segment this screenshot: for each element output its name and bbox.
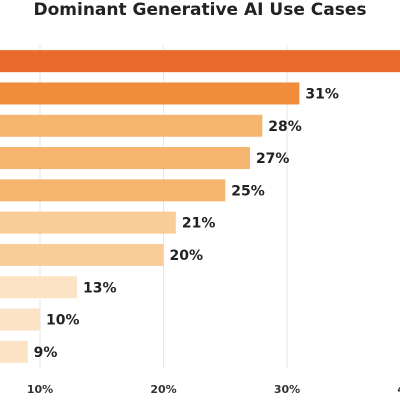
value-label: 21%: [182, 216, 216, 232]
bar: [0, 276, 78, 299]
value-label: 31%: [305, 86, 339, 102]
bar: [0, 147, 250, 170]
x-tick-label: 30%: [274, 383, 300, 396]
bar: [0, 114, 263, 137]
bar: [0, 50, 400, 73]
value-label: 10%: [46, 313, 80, 329]
value-label: 27%: [256, 151, 290, 167]
bar: [0, 340, 28, 363]
x-tick-label: 10%: [27, 383, 53, 396]
value-label: 25%: [231, 183, 265, 199]
bar: [0, 308, 40, 331]
x-tick-label: 20%: [150, 383, 176, 396]
value-label: 20%: [170, 248, 204, 264]
bar: [0, 82, 300, 105]
bar: [0, 179, 226, 202]
x-tick-label: 40%: [397, 383, 400, 396]
bar: [0, 211, 176, 234]
value-label: 13%: [83, 280, 117, 296]
value-label: 28%: [268, 119, 302, 135]
chart-title: Dominant Generative AI Use Cases: [34, 0, 367, 20]
value-label: 9%: [34, 345, 58, 361]
bar: [0, 243, 164, 266]
